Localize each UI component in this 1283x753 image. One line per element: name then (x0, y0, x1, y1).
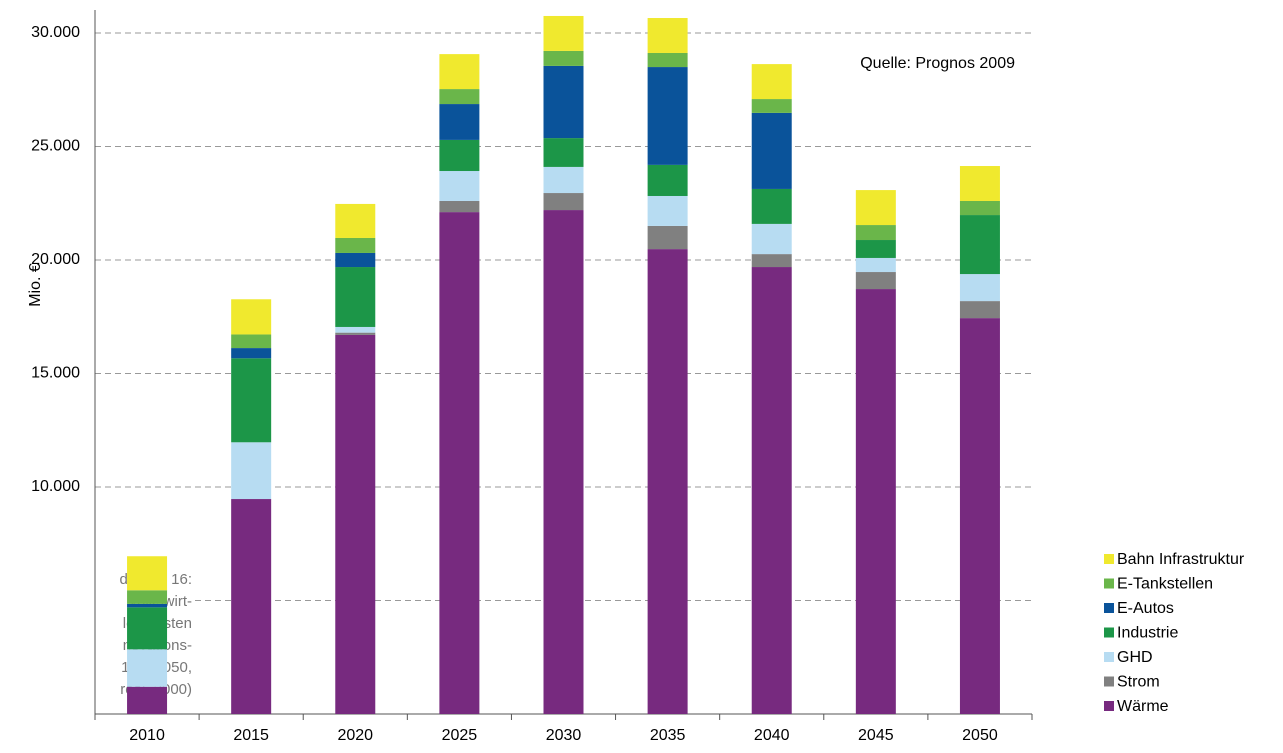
bar-segment (231, 334, 272, 349)
bar-segment (335, 203, 376, 238)
bar-segment (647, 164, 688, 196)
bar-segment (127, 603, 168, 608)
bar-segment (543, 210, 584, 714)
bar-segment (647, 52, 688, 68)
bar-segment (959, 318, 1000, 714)
x-tick-label: 2020 (337, 727, 373, 744)
y-tick-label: 20.000 (31, 251, 80, 268)
bar-segment (335, 252, 376, 268)
legend-swatch (1104, 652, 1114, 662)
bar-segment (751, 223, 792, 255)
bar-segment (543, 15, 584, 51)
bar-segment (439, 200, 480, 213)
bar-segment (231, 499, 272, 714)
bar-segment (127, 590, 168, 604)
bar-segment (127, 607, 168, 650)
bar-segment (439, 139, 480, 172)
bar-segment (231, 442, 272, 500)
x-tick-label: 2010 (129, 727, 165, 744)
bar-segment (647, 225, 688, 250)
bar-segment (439, 89, 480, 105)
legend-label: Bahn Infrastruktur (1117, 551, 1245, 568)
bar-segment (751, 267, 792, 714)
bar-segment (127, 649, 168, 687)
bar-segment (855, 257, 896, 273)
legend-label: Wärme (1117, 698, 1169, 715)
bar-segment (439, 104, 480, 140)
bar-segment (647, 195, 688, 226)
legend-label: E-Tankstellen (1117, 576, 1213, 593)
legend-swatch (1104, 701, 1114, 711)
bar-segment (855, 225, 896, 241)
x-tick-label: 2040 (754, 727, 790, 744)
legend-swatch (1104, 554, 1114, 564)
y-tick-label: 30.000 (31, 24, 80, 41)
bar-segment (439, 54, 480, 90)
x-tick-label: 2045 (858, 727, 894, 744)
bar-segment (855, 240, 896, 258)
bar-segment (959, 166, 1000, 201)
bar-segment (855, 272, 896, 290)
legend-swatch (1104, 676, 1114, 687)
bar-segment (647, 249, 688, 714)
bar-segment (855, 190, 896, 226)
bar-segment (751, 99, 792, 113)
bar-segment (543, 138, 584, 167)
bar-segment (543, 166, 584, 194)
bar-segment (751, 112, 792, 189)
x-tick-label: 2025 (442, 727, 478, 744)
bar-segment (335, 332, 376, 335)
bar-segment (335, 326, 376, 333)
bar-segment (959, 274, 1000, 302)
bar-segment (231, 348, 272, 359)
x-tick-label: 2050 (962, 727, 998, 744)
bar-segment (959, 301, 1000, 319)
bar-segment (543, 193, 584, 211)
x-tick-label: 2015 (233, 727, 269, 744)
bar-segment (855, 289, 896, 714)
x-tick-label: 2035 (650, 727, 686, 744)
bar-segment (543, 50, 584, 66)
legend-swatch (1104, 603, 1114, 613)
y-tick-label: 10.000 (31, 478, 80, 495)
bar-segment (439, 171, 480, 201)
bar-segment (335, 334, 376, 714)
bar-segment (751, 254, 792, 268)
bar-segment (959, 200, 1000, 216)
bar-segment (543, 65, 584, 139)
legend-label: Strom (1117, 674, 1160, 691)
bar-segment (751, 64, 792, 100)
y-tick-label: 15.000 (31, 365, 80, 382)
legend-swatch (1104, 578, 1114, 589)
bar-segment (439, 212, 480, 714)
bar-segment (647, 67, 688, 165)
bar-segment (751, 188, 792, 224)
bar-segment (127, 686, 168, 714)
y-axis-label: Mio. € (27, 263, 44, 307)
legend-label: E-Autos (1117, 600, 1174, 617)
legend-label: Industrie (1117, 625, 1178, 642)
bar-segment (231, 299, 272, 335)
x-tick-label: 2030 (546, 727, 582, 744)
bar-segment (647, 18, 688, 53)
annotation: Quelle: Prognos 2009 (860, 55, 1015, 72)
bar-segment (127, 556, 168, 591)
bar-segment (335, 267, 376, 327)
legend-swatch (1104, 627, 1114, 638)
bar-segment (335, 237, 376, 253)
legend-label: GHD (1117, 649, 1153, 666)
bar-segment (231, 358, 272, 443)
y-tick-label: 25.000 (31, 138, 80, 155)
bar-segment (959, 215, 1000, 275)
